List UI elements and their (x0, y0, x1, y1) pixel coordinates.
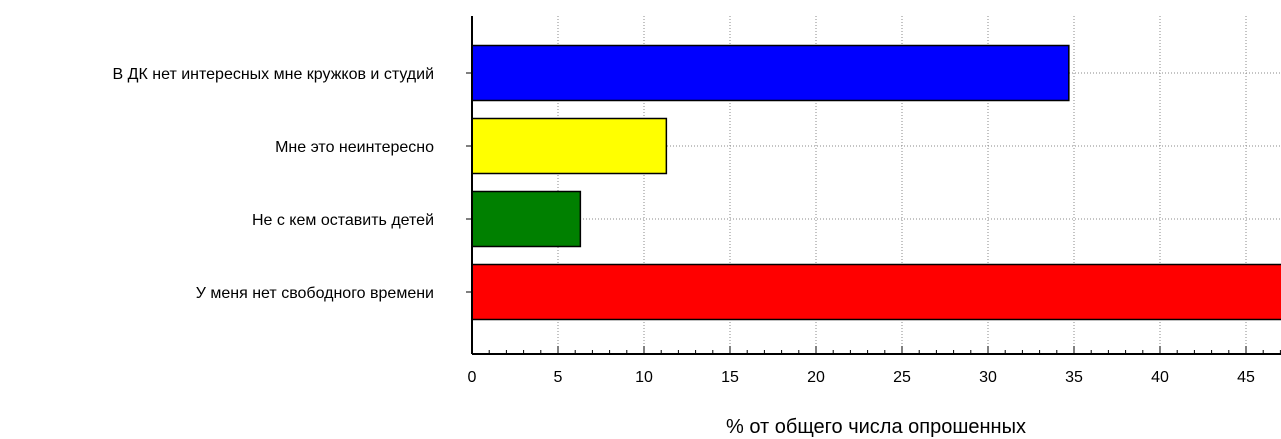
x-tick-label: 10 (635, 369, 653, 386)
category-label: У меня нет свободного времени (196, 285, 434, 302)
x-tick-label: 45 (1237, 369, 1255, 386)
x-tick-label: 35 (1065, 369, 1083, 386)
bar (471, 263, 1281, 321)
x-axis-title: % от общего числа опрошенных (726, 416, 1026, 438)
bar (471, 44, 1070, 102)
category-label: В ДК нет интересных мне кружков и студий (113, 66, 434, 83)
x-tick-label: 20 (807, 369, 825, 386)
bars (471, 44, 1281, 321)
x-tick-label: 30 (979, 369, 997, 386)
axes (471, 16, 1281, 355)
bar (471, 117, 668, 175)
x-tick-label: 25 (893, 369, 911, 386)
x-axis-ticks: 0 5 10 15 20 25 30 35 40 45 (468, 346, 1281, 386)
bar (471, 190, 582, 248)
category-label: Мне это неинтересно (275, 139, 434, 156)
x-tick-label: 15 (721, 369, 739, 386)
category-labels: В ДК нет интересных мне кружков и студий… (113, 66, 472, 302)
x-tick-label: 40 (1151, 369, 1169, 386)
x-tick-label: 5 (554, 369, 563, 386)
grid-lines (472, 16, 1281, 354)
category-label: Не с кем оставить детей (252, 212, 434, 229)
x-tick-label: 0 (468, 369, 477, 386)
